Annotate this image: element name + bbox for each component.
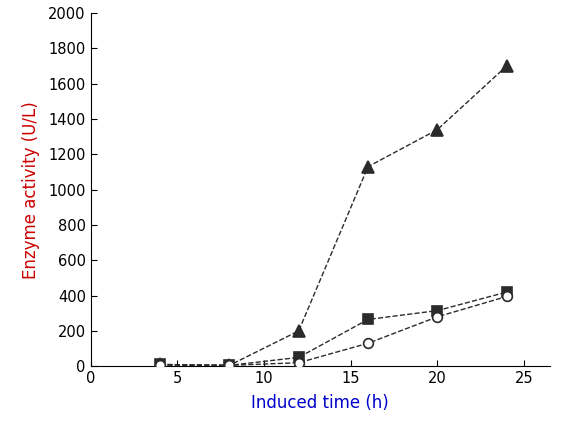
X-axis label: Induced time (h): Induced time (h) [252,395,389,412]
Y-axis label: Enzyme activity (U/L): Enzyme activity (U/L) [22,101,40,279]
